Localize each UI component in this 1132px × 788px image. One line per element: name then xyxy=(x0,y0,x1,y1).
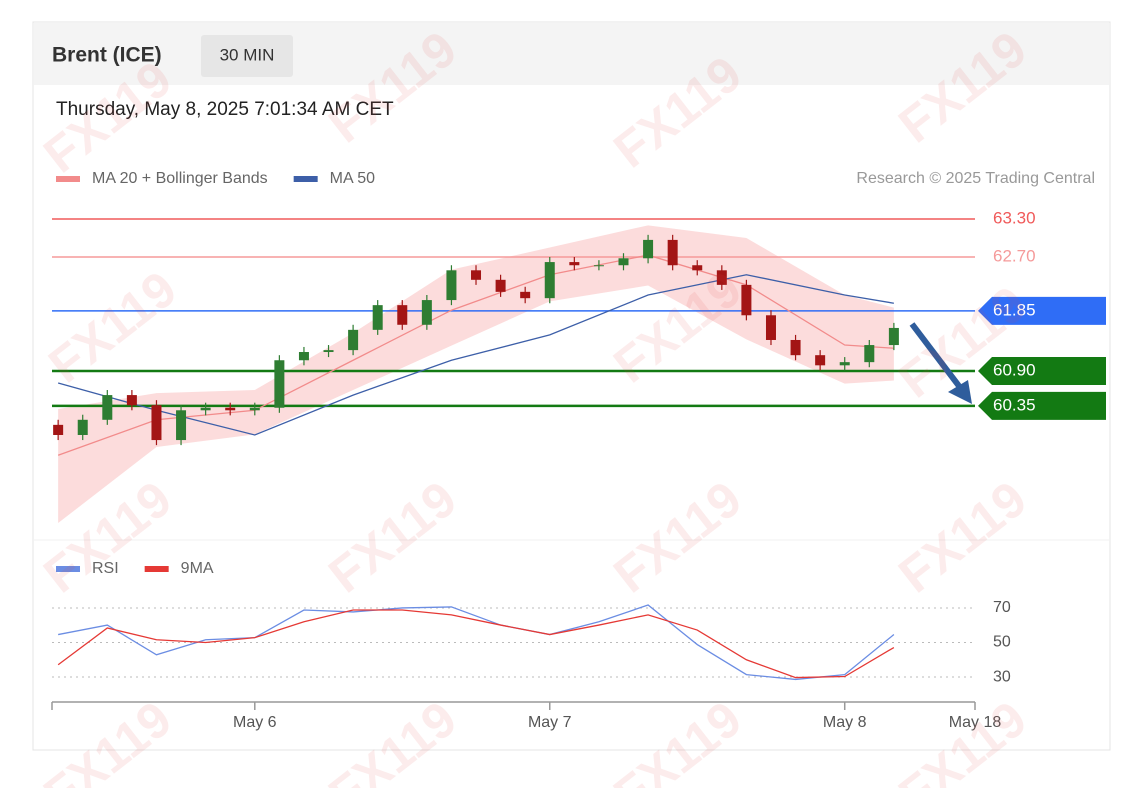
level-label: 62.70 xyxy=(993,246,1036,265)
candle-body xyxy=(495,279,506,292)
credit: Research © 2025 Trading Central xyxy=(856,170,1095,187)
candle-body xyxy=(741,284,752,316)
candle-body xyxy=(200,407,211,411)
candle-body xyxy=(446,270,457,301)
level-tag xyxy=(978,357,1106,386)
timeframe: 30 MIN xyxy=(220,45,275,64)
candle-body xyxy=(323,350,334,353)
candle-body xyxy=(765,315,776,340)
candle-body xyxy=(372,305,383,330)
candle-body xyxy=(593,265,604,267)
legend-swatch xyxy=(56,176,80,182)
legend-swatch xyxy=(293,176,318,182)
candle-body xyxy=(151,405,162,441)
candle-body xyxy=(520,291,531,299)
candle-body xyxy=(692,265,703,271)
x-tick-label: May 6 xyxy=(233,714,277,731)
candle-body xyxy=(176,410,187,441)
bollinger-band xyxy=(58,225,894,524)
level-label: 60.90 xyxy=(993,361,1036,380)
level-tag xyxy=(978,391,1106,420)
candle-body xyxy=(77,419,88,435)
x-tick-label: May 7 xyxy=(528,714,572,731)
candle-body xyxy=(618,258,629,266)
candle-body xyxy=(421,300,432,325)
candle-body xyxy=(790,339,801,356)
y-tick-label: 70 xyxy=(993,599,1011,616)
level-label: 60.35 xyxy=(993,395,1036,414)
candle-body xyxy=(864,345,875,363)
candle-body xyxy=(397,305,408,325)
level-label: 63.30 xyxy=(993,208,1036,227)
forecast-arrow xyxy=(909,322,965,392)
candle-body xyxy=(53,424,64,435)
timeframe-badge xyxy=(201,35,293,77)
candle-body xyxy=(544,262,555,299)
x-tick-label: May 18 xyxy=(949,714,1002,731)
level-tag xyxy=(978,296,1106,325)
x-tick-label: May 8 xyxy=(823,714,867,731)
candle-body xyxy=(815,355,826,366)
candle-body xyxy=(126,395,137,406)
y-tick-label: 30 xyxy=(993,668,1011,685)
candle-body xyxy=(348,329,359,351)
legend-label: MA 20 + Bollinger Bands xyxy=(92,170,268,187)
candle-body xyxy=(102,395,113,420)
candle-body xyxy=(225,407,236,411)
candle-body xyxy=(667,239,678,266)
candle-body xyxy=(471,270,482,280)
plot-layer: 63.30 62.70 61.85 60.90 60.35 MA 20 + Bolling… xyxy=(51,170,1106,731)
candle-body xyxy=(569,262,580,266)
legend-swatch xyxy=(144,566,169,572)
forecast-arrowhead xyxy=(948,380,972,404)
candle-body xyxy=(249,407,260,411)
ma-line xyxy=(57,274,894,436)
candle-body xyxy=(298,352,309,361)
legend-label: RSI xyxy=(92,560,119,577)
candle-body xyxy=(643,239,654,259)
candle-body xyxy=(274,360,285,408)
candle-body xyxy=(839,362,850,366)
candle-body xyxy=(888,327,899,346)
level-label: 61.85 xyxy=(993,300,1036,319)
instrument-title: Brent (ICE) xyxy=(52,44,162,67)
series-line xyxy=(57,609,895,679)
legend-swatch xyxy=(56,566,80,572)
legend-label: 9MA xyxy=(181,560,214,577)
y-tick-label: 50 xyxy=(993,634,1011,651)
legend-label: MA 50 xyxy=(330,170,375,187)
timestamp: Thursday, May 8, 2025 7:01:34 AM CET xyxy=(56,99,394,120)
candle-body xyxy=(716,270,727,285)
